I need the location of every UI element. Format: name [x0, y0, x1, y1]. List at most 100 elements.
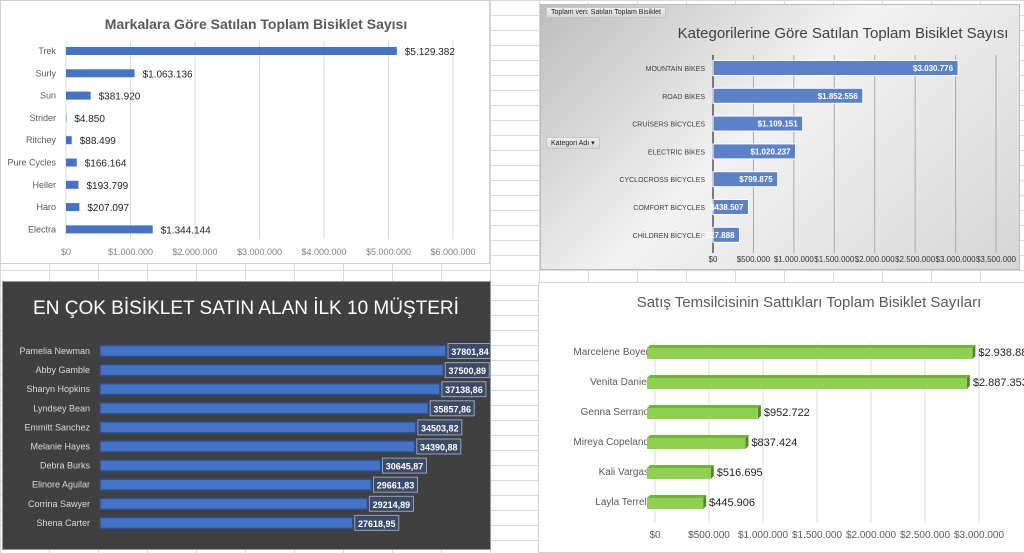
category-label: CHİLDREN BİCYCLES [633, 231, 706, 240]
category-label: Shena Carter [36, 518, 90, 528]
data-label: $5.129.382 [405, 47, 455, 58]
data-label: 37138,86 [445, 385, 483, 395]
x-tick-label: $0 [61, 247, 71, 257]
data-label: $1.852.556 [818, 92, 859, 101]
bar [66, 180, 79, 189]
category-label: COMFORT BİCYCLES [633, 203, 705, 212]
x-tick-label: $500.000 [688, 530, 730, 541]
value-field-button[interactable]: Toplam veri: Satılan Toplam Bisiklet [546, 7, 666, 18]
bar [66, 47, 397, 55]
data-label: $207.097 [87, 203, 129, 214]
x-tick-label: $2.500.000 [900, 530, 950, 541]
sales-rep-svg: Satış Temsilcisinin Sattıkları Toplam Bi… [573, 294, 1024, 541]
bar [99, 421, 417, 434]
top-customers-svg: EN ÇOK BİSİKLET SATIN ALAN İLK 10 MÜŞTER… [19, 298, 490, 531]
dropdown-arrow-icon[interactable]: ▾ [591, 140, 595, 147]
top-customers-chart[interactable]: EN ÇOK BİSİKLET SATIN ALAN İLK 10 MÜŞTER… [2, 281, 491, 550]
category-label: Corrina Sawyer [28, 499, 90, 509]
x-tick-label: $1.000.000 [774, 255, 815, 264]
data-label: $3.030.776 [913, 64, 954, 73]
category-label: CRUİSERS BİCYCLES [632, 120, 705, 129]
bar-top [647, 375, 970, 378]
x-tick-label: $500.000 [737, 255, 771, 264]
category-sales-svg: Kategorilerine Göre Satılan Toplam Bisik… [619, 25, 1017, 264]
category-label: Haro [36, 202, 56, 212]
x-tick-label: $6.000.000 [430, 247, 475, 257]
x-tick-label: $1.000.000 [738, 530, 788, 541]
bar-side [972, 345, 976, 359]
data-label-box [416, 438, 462, 455]
bar [712, 171, 779, 188]
data-label: 30645,87 [386, 462, 424, 472]
bar [712, 87, 864, 104]
category-label: Mireya Copeland [573, 437, 649, 448]
x-tick-label: $3.000.000 [237, 247, 282, 257]
data-label: $837.424 [751, 437, 797, 449]
bar [99, 459, 382, 472]
data-label: $193.799 [87, 181, 129, 192]
data-label: $1.020.237 [750, 147, 791, 156]
x-tick-label: $1.000.000 [108, 247, 153, 257]
data-label-box [382, 457, 428, 474]
data-label-box [444, 362, 490, 379]
data-label: $799.875 [739, 175, 773, 184]
axis-field-button[interactable]: Kategori Adı ▾ [546, 137, 600, 149]
data-label: $88.499 [80, 136, 117, 147]
bar [647, 408, 758, 419]
data-label-box [441, 381, 487, 398]
brand-sales-svg: Markalara Göre Satılan Toplam Bisiklet S… [7, 16, 475, 257]
bar [712, 143, 796, 160]
data-label: $1.063.136 [143, 69, 193, 80]
x-tick-label: $2.000.000 [172, 247, 217, 257]
bar-top [647, 495, 707, 498]
category-label: Melanie Hayes [30, 442, 90, 452]
bar [66, 203, 80, 212]
category-label: Debra Burks [40, 461, 91, 471]
x-tick-label: $3.500.000 [976, 255, 1017, 264]
bar-side [703, 495, 707, 509]
x-tick-label: $1.500.000 [814, 255, 855, 264]
data-label: 35857,86 [433, 404, 471, 414]
category-label: Ritchey [26, 135, 57, 145]
bar [99, 344, 447, 358]
data-label: $1.344.144 [161, 225, 211, 236]
category-label: Marcelene Boyer [573, 347, 649, 358]
data-label: 29661,83 [377, 481, 415, 491]
category-label: Genna Serrano [581, 407, 650, 418]
data-label-box [447, 343, 490, 359]
data-label: $1.109.151 [758, 120, 799, 129]
category-label: CYCLOCROSS BİCYCLES [619, 175, 705, 184]
category-label: Kali Vargas [599, 467, 649, 478]
category-sales-chart[interactable]: Kategorilerine Göre Satılan Toplam Bisik… [540, 4, 1020, 270]
x-tick-label: $2.000.000 [855, 255, 896, 264]
data-label-box [417, 419, 463, 436]
category-label: Sun [40, 91, 56, 101]
bar [647, 438, 746, 449]
category-label: Surly [35, 68, 56, 78]
data-label-box [354, 514, 400, 531]
category-label: MOUNTAİN BİKES [646, 64, 706, 73]
category-label: Heller [32, 180, 56, 190]
x-tick-label: $3.000.000 [936, 255, 977, 264]
bar [647, 468, 711, 479]
x-tick-label: $2.500.000 [895, 255, 936, 264]
bar [647, 348, 973, 359]
sales-rep-chart[interactable]: Satış Temsilcisinin Sattıkları Toplam Bi… [538, 282, 1024, 553]
data-label: $2.938.889 [978, 347, 1024, 359]
bar [66, 91, 91, 100]
brand-sales-chart[interactable]: Markalara Göre Satılan Toplam Bisiklet S… [0, 0, 490, 264]
x-tick-label: $2.000.000 [846, 530, 896, 541]
category-label: Abby Gamble [35, 365, 90, 375]
bar [99, 497, 369, 511]
category-label: Emmitt Sanchez [24, 422, 90, 432]
bar [99, 440, 416, 453]
x-tick-label: $3.000.000 [954, 530, 1004, 541]
bar-top [647, 465, 714, 468]
data-label: $4.850 [74, 114, 105, 125]
bar [647, 498, 704, 509]
axis-field-label: Kategori Adı [551, 140, 590, 147]
bar-side [757, 405, 761, 419]
bar [66, 158, 77, 167]
chart-title: Markalara Göre Satılan Toplam Bisiklet S… [105, 16, 407, 32]
x-tick-label: $1.500.000 [792, 530, 842, 541]
